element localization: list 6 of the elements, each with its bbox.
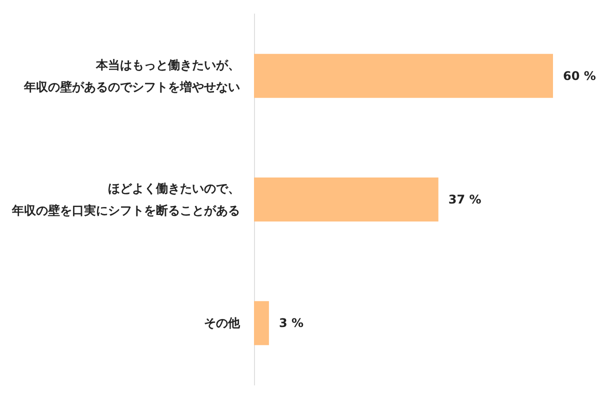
data-label: 60 % <box>563 68 596 83</box>
data-label: 3 % <box>278 316 304 330</box>
y-tick-label: 本当はもっと働きたいが、年収の壁があるのでシフトを増やせない <box>23 58 240 94</box>
data-label: 37 % <box>448 192 482 206</box>
y-tick-label: その他 <box>204 316 241 330</box>
y-tick-label: ほどよく働きたいので、年収の壁を口実にシフトを断ることがある <box>11 182 240 218</box>
